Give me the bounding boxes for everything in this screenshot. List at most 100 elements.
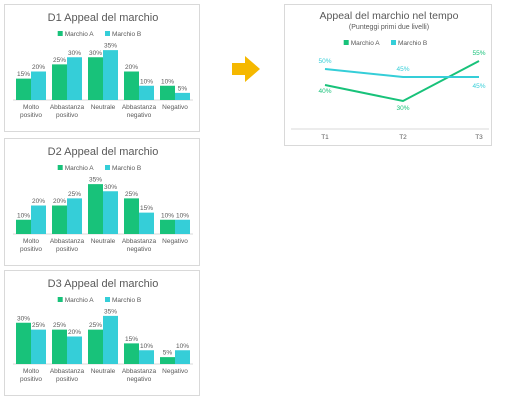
legend-label: Marchio B [112,31,141,38]
data-label: 25% [53,322,66,329]
legend-label: Marchio B [112,165,141,172]
data-label: 25% [53,57,66,64]
data-label: 50% [318,58,331,65]
data-label: 15% [17,71,30,78]
bar-b [31,329,46,364]
data-label: 20% [68,329,81,336]
data-label: 30% [396,105,409,112]
legend-swatch-b [105,31,110,36]
legend-swatch-a [57,165,63,170]
line-b [324,68,479,78]
bar-b [103,315,118,364]
x-tick-label: negativo [127,376,152,383]
x-tick-label: Molto [23,368,39,375]
x-tick-label: Abbastanza [50,238,85,245]
bar-b [67,198,82,234]
data-label: 45% [396,66,409,73]
data-label: 25% [89,322,102,329]
data-label: 20% [32,198,45,205]
data-label: 35% [89,177,102,184]
chart-trend-panel: Appeal del marchio nel tempo (Punteggi pr… [284,4,492,146]
legend-label: Marchio A [65,31,95,38]
x-tick-label: Abbastanza [122,368,157,375]
data-label: 20% [32,64,45,71]
x-tick-label: Abbastanza [50,368,85,375]
bar-a [88,329,103,364]
bar-a [52,329,67,364]
x-tick-label: Negativo [162,104,188,111]
x-tick-label: Abbastanza [50,104,85,111]
legend-swatch-b [105,165,110,170]
data-label: 5% [178,85,188,92]
x-tick-label: Abbastanza [122,238,157,245]
x-tick-label: positivo [20,376,42,383]
x-tick-label: negativo [127,112,152,119]
bar-a [16,78,31,100]
x-tick-label: Molto [23,104,39,111]
bar-b [67,57,82,100]
x-tick-label: negativo [127,246,152,253]
bar-a [52,64,67,100]
chart-title: D3 Appeal del marchio [48,278,159,290]
data-label: 30% [68,50,81,57]
bar-a [88,184,103,234]
data-label: 5% [163,350,173,357]
bar-b [175,92,190,100]
data-label: 10% [176,212,189,219]
legend-label: Marchio A [65,165,95,172]
chart-d2-panel: D2 Appeal del marchio Marchio A Marchio B 1… [4,138,200,266]
bar-a [88,57,103,100]
x-tick-label: Negativo [162,368,188,375]
bar-a [124,198,139,234]
data-label: 30% [89,50,102,57]
bar-a [124,71,139,100]
x-tick-label: Molto [23,238,39,245]
bar-a [160,85,175,100]
x-tick-label: positivo [56,112,78,119]
legend-swatch-a [57,31,63,36]
chart-subtitle: (Punteggi primi due livelli) [349,24,429,31]
bar-a [160,219,175,234]
legend-label: Marchio A [351,40,381,47]
data-label: 25% [68,191,81,198]
bar-b [31,71,46,100]
legend-swatch-a [57,297,63,302]
x-tick-label: Abbastanza [122,104,157,111]
x-tick-label: positivo [56,376,78,383]
x-tick-label: positivo [20,246,42,253]
bar-b [139,212,154,234]
x-tick-label: T1 [321,134,329,141]
bar-a [160,357,175,364]
legend-swatch-b [391,40,396,45]
chart-d1-panel: D1 Appeal del marchio Marchio A Marchio B 1… [4,4,200,132]
bar-b [139,85,154,100]
chart-title: Appeal del marchio nel tempo [320,10,459,22]
data-label: 35% [104,43,117,50]
chart-d1: D1 Appeal del marchio Marchio A Marchio B 1… [13,12,193,119]
bar-b [175,219,190,234]
chart-d3-panel: D3 Appeal del marchio Marchio A Marchio B 3… [4,270,200,396]
bar-b [67,336,82,364]
data-label: 15% [140,205,153,212]
data-label: 10% [140,78,153,85]
bar-b [103,50,118,100]
data-label: 35% [104,308,117,315]
line-a [324,60,480,103]
chart-d2: D2 Appeal del marchio Marchio A Marchio B 1… [13,146,193,253]
bar-b [103,191,118,234]
bar-b [31,205,46,234]
x-tick-label: Neutrale [91,238,116,245]
data-label: 10% [140,343,153,350]
x-tick-label: positivo [56,246,78,253]
data-label: 30% [17,315,30,322]
data-label: 15% [125,336,138,343]
right-arrow-icon [232,56,260,82]
legend-label: Marchio B [398,40,427,47]
data-label: 40% [318,88,331,95]
legend-swatch-b [105,297,110,302]
data-label: 10% [161,212,174,219]
chart-title: D2 Appeal del marchio [48,146,159,158]
data-label: 55% [472,50,485,57]
bar-a [16,322,31,364]
data-label: 20% [53,198,66,205]
